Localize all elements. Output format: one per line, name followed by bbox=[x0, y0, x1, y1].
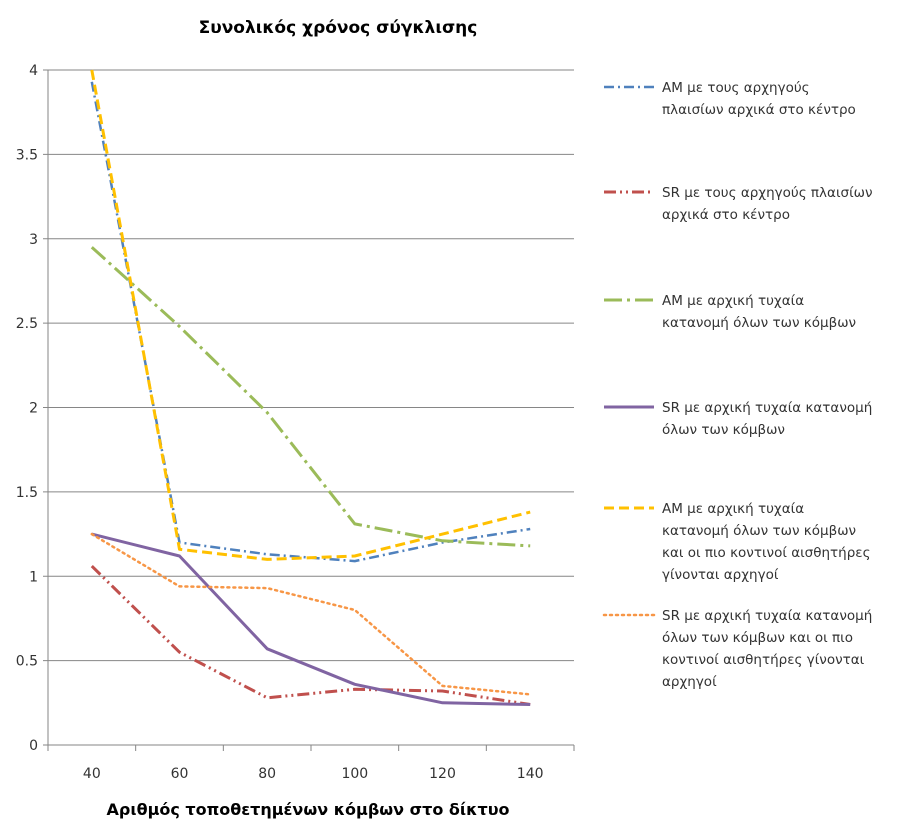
legend-label: κατανομή όλων των κόμβων bbox=[662, 523, 856, 539]
y-tick-label: 1.5 bbox=[16, 485, 38, 501]
legend-label: SR με τους αρχηγούς πλαισίων bbox=[662, 185, 872, 201]
legend-label: αρχικά στο κέντρο bbox=[662, 207, 790, 223]
legend-label: AM με αρχική τυχαία bbox=[662, 293, 804, 309]
legend-label: AM με αρχική τυχαία bbox=[662, 501, 804, 517]
legend-label: κοντινοί αισθητήρες γίνονται bbox=[662, 652, 865, 668]
chart-title: Συνολικός χρόνος σύγκλισης bbox=[199, 18, 478, 38]
y-tick-label: 2.5 bbox=[16, 316, 38, 332]
legend: AM με τους αρχηγούς πλαισίων αρχικά στο κ… bbox=[602, 80, 872, 690]
legend-label: γίνονται αρχηγοί bbox=[662, 567, 779, 583]
legend-label: αρχηγοί bbox=[662, 674, 717, 690]
x-tick-label: 80 bbox=[258, 766, 276, 782]
y-tick-label: 4 bbox=[29, 63, 38, 79]
y-tick-label: 3.5 bbox=[16, 147, 38, 163]
legend-label: AM με τους αρχηγούς bbox=[662, 80, 810, 96]
x-axis-tick-labels: 40 60 80 100 120 140 bbox=[83, 766, 544, 782]
series-line-4 bbox=[91, 532, 531, 706]
x-axis-title: Αριθμός τοποθετημένων κόμβων στο δίκτυο bbox=[107, 800, 510, 819]
y-tick-label: 1 bbox=[29, 569, 38, 585]
y-tick-label: 0.5 bbox=[16, 654, 38, 670]
gridlines bbox=[48, 69, 574, 662]
x-tick-label: 60 bbox=[171, 766, 189, 782]
legend-label: SR με αρχική τυχαία κατανομή bbox=[662, 400, 872, 416]
legend-label: κατανομή όλων των κόμβων bbox=[662, 315, 856, 331]
x-tick-label: 40 bbox=[83, 766, 101, 782]
legend-label: πλαισίων αρχικά στο κέντρο bbox=[662, 102, 856, 118]
legend-label: και οι πιο κοντινοί αισθητήρες bbox=[662, 545, 871, 561]
legend-label: όλων των κόμβων και οι πιο bbox=[662, 630, 853, 646]
y-tick-label: 3 bbox=[29, 232, 38, 248]
x-tick-label: 140 bbox=[517, 766, 544, 782]
series-line-3 bbox=[90, 246, 531, 548]
axes bbox=[43, 69, 575, 751]
series-line-6 bbox=[90, 532, 532, 696]
x-tick-label: 120 bbox=[429, 766, 456, 782]
y-axis-tick-labels: 0 0.5 1 1.5 2 2.5 3 3.5 4 bbox=[16, 63, 38, 754]
y-tick-label: 0 bbox=[29, 738, 38, 754]
x-tick-label: 100 bbox=[341, 766, 368, 782]
legend-label: όλων των κόμβων bbox=[662, 422, 785, 438]
series-lines bbox=[90, 69, 532, 706]
series-line-5 bbox=[90, 69, 531, 561]
y-tick-label: 2 bbox=[29, 401, 38, 417]
legend-label: SR με αρχική τυχαία κατανομή bbox=[662, 608, 872, 624]
